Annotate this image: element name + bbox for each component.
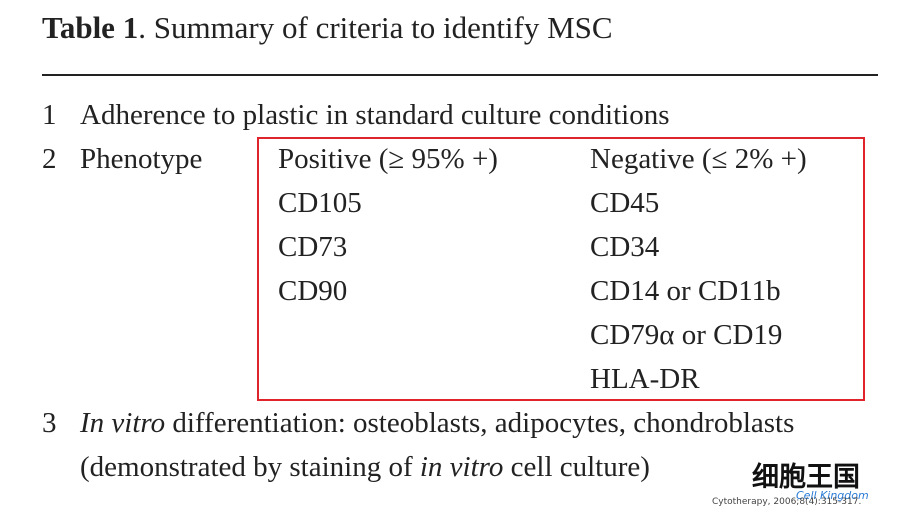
highlight-box — [257, 137, 865, 401]
marker: CD14 or CD11b — [590, 275, 781, 307]
watermark-logo: 细胞王国 — [752, 462, 860, 493]
negative-heading: Negative (≤ 2% +) — [590, 143, 807, 175]
watermark-subtitle: Cell Kingdom — [796, 489, 869, 502]
italic-text: In vitro — [80, 407, 166, 439]
row-text: In vitro differentiation: osteoblasts, a… — [80, 409, 794, 438]
row-text: Adherence to plastic in standard culture… — [80, 99, 670, 131]
marker: HLA-DR — [590, 363, 700, 395]
marker: CD79α or CD19 — [590, 319, 783, 351]
marker: CD73 — [278, 231, 348, 263]
row-number: 3 — [42, 407, 57, 439]
table-caption: . Summary of criteria to identify MSC — [138, 10, 613, 45]
marker: CD105 — [278, 187, 362, 219]
marker: CD90 — [278, 275, 348, 307]
text: differentiation: osteoblasts, adipocytes… — [165, 407, 795, 439]
text: cell culture) — [503, 451, 650, 483]
positive-heading: Positive (≥ 95% +) — [278, 143, 498, 175]
row-text: Phenotype — [80, 143, 203, 175]
citation: Cytotherapy, 2006;8(4):315-317. — [712, 497, 862, 507]
row-number: 1 — [42, 99, 57, 131]
table-title: Table 1. Summary of criteria to identify… — [42, 12, 613, 43]
text: (demonstrated by staining of — [80, 451, 420, 483]
marker: CD34 — [590, 231, 660, 263]
table-label: Table 1 — [42, 10, 139, 45]
rule — [42, 74, 878, 76]
italic-text: in vitro — [419, 451, 504, 483]
marker: CD45 — [590, 187, 660, 219]
row-number: 2 — [42, 143, 57, 175]
row-text: (demonstrated by staining of in vitro ce… — [80, 453, 650, 482]
